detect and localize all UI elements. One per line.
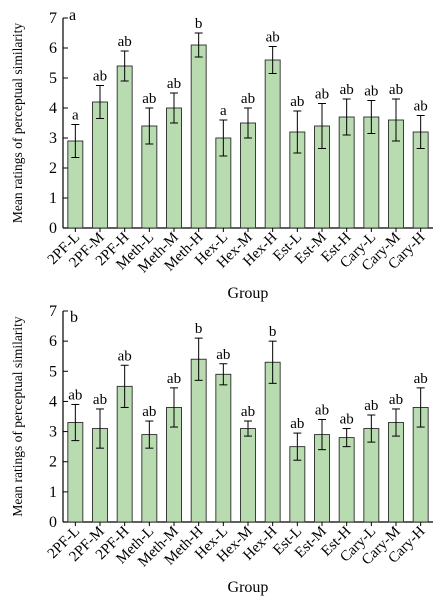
y-tick-label: 1: [49, 190, 57, 207]
bar[interactable]: [92, 101, 108, 229]
bar[interactable]: [215, 373, 232, 523]
y-tick-label: 4: [49, 100, 57, 117]
y-tick-label: 6: [49, 333, 57, 350]
significance-letter: ab: [93, 392, 107, 408]
significance-letter: ab: [266, 30, 280, 46]
significance-letter: ab: [167, 371, 181, 387]
significance-letter: ab: [241, 404, 255, 420]
significance-letter: ab: [315, 87, 329, 103]
significance-letter: ab: [142, 404, 156, 420]
significance-letter: b: [269, 324, 277, 340]
bar[interactable]: [338, 437, 355, 523]
significance-letter: ab: [142, 91, 156, 107]
bar[interactable]: [190, 44, 207, 229]
significance-letter: a: [220, 103, 227, 119]
y-tick-label: 5: [49, 70, 57, 87]
significance-letter: b: [195, 16, 203, 32]
y-tick-label: 4: [49, 393, 57, 410]
bar[interactable]: [264, 361, 281, 523]
bar[interactable]: [388, 422, 404, 523]
bar[interactable]: [240, 122, 256, 229]
significance-letter: ab: [414, 371, 428, 387]
bar[interactable]: [240, 428, 256, 523]
significance-letter: ab: [93, 69, 107, 85]
y-tick-label: 7: [49, 303, 57, 320]
y-tick-label: 0: [49, 514, 57, 531]
significance-letter: ab: [68, 387, 82, 403]
significance-letter: a: [72, 108, 79, 124]
y-axis-label: Mean ratings of perceptual similarity: [10, 23, 25, 223]
y-tick-label: 0: [49, 220, 57, 237]
significance-letter: ab: [118, 348, 132, 364]
significance-letter: ab: [118, 34, 132, 50]
significance-letter: ab: [290, 94, 304, 110]
significance-letter: ab: [389, 392, 403, 408]
y-tick-label: 6: [49, 40, 57, 57]
significance-letter: ab: [389, 82, 403, 98]
y-tick-label: 1: [49, 484, 57, 501]
y-tick-label: 2: [49, 454, 57, 471]
y-tick-label: 3: [49, 130, 57, 147]
chart-panel-b: 0 1 2 3 4 5 6 7 Mean ratings of perceptual simil…: [10, 303, 433, 596]
chart-panel-a: 0 1 2 3 4 5 6 7 Mean ratings of perceptual simil…: [10, 7, 433, 302]
y-tick-label: 7: [49, 10, 57, 27]
bar[interactable]: [116, 65, 133, 229]
significance-letter: ab: [167, 76, 181, 92]
y-axis-label: Mean ratings of perceptual similarity: [10, 316, 25, 516]
significance-letter: ab: [340, 412, 354, 428]
significance-letter: ab: [241, 91, 255, 107]
panel-label: b: [70, 309, 78, 326]
panel-label: a: [69, 7, 76, 24]
x-axis-label: Group: [228, 579, 269, 596]
bar[interactable]: [166, 107, 182, 229]
significance-letter: ab: [216, 347, 230, 363]
significance-letter: ab: [290, 416, 304, 432]
y-tick-label: 3: [49, 424, 57, 441]
significance-letter: ab: [364, 84, 378, 100]
y-tick-label: 5: [49, 363, 57, 380]
bar[interactable]: [190, 358, 207, 523]
significance-letter: b: [195, 321, 203, 337]
significance-letter: ab: [315, 403, 329, 419]
bar[interactable]: [264, 59, 281, 229]
x-axis-label: Group: [228, 285, 269, 302]
significance-letter: ab: [364, 398, 378, 414]
significance-letter: ab: [340, 82, 354, 98]
y-tick-label: 2: [49, 160, 57, 177]
significance-letter: ab: [414, 99, 428, 115]
